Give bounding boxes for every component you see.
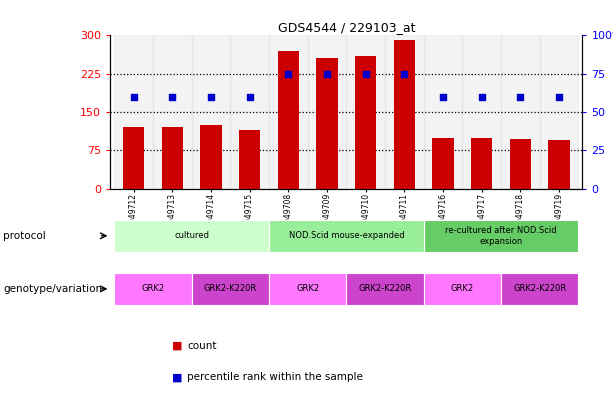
Bar <box>230 35 269 189</box>
Point <box>167 94 177 100</box>
Title: GDS4544 / 229103_at: GDS4544 / 229103_at <box>278 21 415 34</box>
Bar <box>510 139 531 189</box>
Bar <box>355 56 376 189</box>
Bar <box>114 273 192 305</box>
Text: genotype/variation: genotype/variation <box>3 284 102 294</box>
Bar <box>200 125 221 189</box>
Bar <box>308 35 346 189</box>
Point <box>516 94 525 100</box>
Bar <box>153 35 192 189</box>
Bar <box>346 35 385 189</box>
Bar <box>114 35 153 189</box>
Bar <box>123 127 144 189</box>
Text: count: count <box>187 341 216 351</box>
Text: GRK2: GRK2 <box>451 285 474 293</box>
Bar <box>501 35 540 189</box>
Bar <box>501 273 579 305</box>
Bar <box>114 220 269 252</box>
Bar <box>471 138 492 189</box>
Bar <box>549 140 569 189</box>
Text: ■: ■ <box>172 372 182 382</box>
Bar <box>432 138 454 189</box>
Text: GRK2: GRK2 <box>142 285 164 293</box>
Bar <box>385 35 424 189</box>
Text: GRK2: GRK2 <box>296 285 319 293</box>
Text: GRK2-K220R: GRK2-K220R <box>513 285 566 293</box>
Point <box>361 70 371 77</box>
Bar <box>192 273 269 305</box>
Point <box>477 94 487 100</box>
Text: GRK2-K220R: GRK2-K220R <box>359 285 412 293</box>
Point <box>438 94 448 100</box>
Point <box>283 70 293 77</box>
Bar <box>269 273 346 305</box>
Text: ■: ■ <box>172 341 182 351</box>
Bar <box>278 51 299 189</box>
Point <box>400 70 409 77</box>
Bar <box>192 35 230 189</box>
Point <box>554 94 564 100</box>
Bar <box>346 273 424 305</box>
Text: percentile rank within the sample: percentile rank within the sample <box>187 372 363 382</box>
Bar <box>269 35 308 189</box>
Point <box>129 94 139 100</box>
Bar <box>316 58 338 189</box>
Bar <box>162 127 183 189</box>
Bar <box>424 35 462 189</box>
Text: re-cultured after NOD.Scid
expansion: re-cultured after NOD.Scid expansion <box>445 226 557 246</box>
Bar <box>424 273 501 305</box>
Text: GRK2-K220R: GRK2-K220R <box>204 285 257 293</box>
Bar <box>462 35 501 189</box>
Point <box>322 70 332 77</box>
Text: NOD.Scid mouse-expanded: NOD.Scid mouse-expanded <box>289 231 404 240</box>
Bar <box>424 220 579 252</box>
Point <box>245 94 254 100</box>
Text: protocol: protocol <box>3 231 46 241</box>
Bar <box>269 220 424 252</box>
Bar <box>540 35 579 189</box>
Bar <box>239 130 261 189</box>
Bar <box>394 40 415 189</box>
Text: cultured: cultured <box>174 231 209 240</box>
Point <box>206 94 216 100</box>
